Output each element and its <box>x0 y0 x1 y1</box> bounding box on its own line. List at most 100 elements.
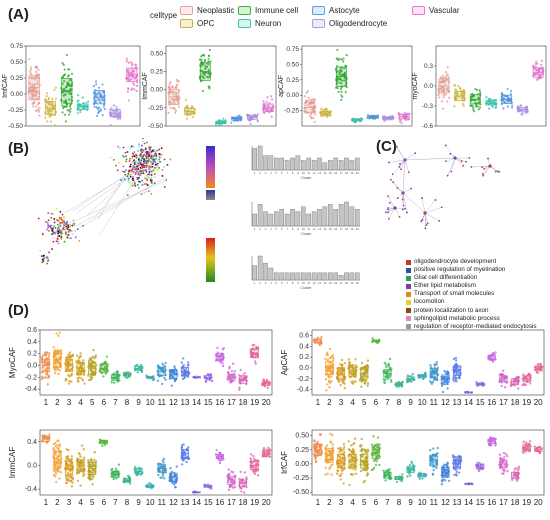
data-point <box>208 75 211 78</box>
data-point <box>492 102 495 105</box>
data-point <box>173 107 176 110</box>
data-point <box>77 451 81 455</box>
data-point <box>339 478 342 481</box>
cell-point <box>58 228 61 231</box>
data-point <box>133 468 137 471</box>
data-point <box>168 375 172 378</box>
category-OPC <box>44 86 58 127</box>
data-point <box>82 102 85 105</box>
data-point <box>518 110 521 113</box>
data-point <box>256 346 260 349</box>
data-point <box>337 374 340 377</box>
cell-point <box>130 145 133 148</box>
data-point <box>152 376 155 379</box>
data-point <box>472 106 475 109</box>
cell-point <box>56 229 59 232</box>
data-point <box>432 447 435 450</box>
data-point <box>161 362 164 366</box>
legend-item-neuron: Neuron <box>238 19 281 28</box>
data-point <box>418 477 421 481</box>
data-point <box>61 104 64 107</box>
data-point <box>63 87 66 91</box>
data-point <box>373 458 377 462</box>
cell-point <box>139 172 142 175</box>
data-point <box>476 93 479 96</box>
data-point <box>335 377 339 380</box>
data-point <box>443 382 447 386</box>
legend-item-neoplastic: Neoplastic <box>180 6 234 15</box>
data-point <box>41 434 44 437</box>
data-point <box>353 453 357 457</box>
data-point <box>167 92 170 95</box>
data-point <box>94 460 98 463</box>
data-point <box>304 99 308 102</box>
data-point <box>127 79 130 82</box>
bar-cluster-1 <box>252 213 258 227</box>
data-point <box>68 98 71 101</box>
data-point <box>511 383 514 386</box>
panel-label-b: (B) <box>8 140 29 157</box>
category-1: 1 <box>312 336 323 407</box>
data-point <box>35 76 38 79</box>
category-10: 10 <box>417 471 428 507</box>
data-point <box>95 83 98 86</box>
category-12: 12 <box>168 465 178 507</box>
data-point <box>337 77 340 80</box>
data-point <box>44 111 47 115</box>
data-point <box>52 365 55 368</box>
data-point <box>329 440 332 443</box>
data-point <box>133 77 137 80</box>
data-point <box>169 474 173 477</box>
data-point <box>360 437 363 441</box>
data-point <box>245 379 249 383</box>
data-point <box>45 92 49 95</box>
category-13: 13 <box>180 443 191 507</box>
data-point <box>135 73 139 77</box>
x-tick-label: 2 <box>259 171 261 175</box>
x-tick-label: 9 <box>408 498 413 507</box>
data-point <box>421 477 424 480</box>
go-term-4: Ether lipid metabolism <box>406 282 550 290</box>
gene-node <box>398 215 401 218</box>
data-point <box>398 475 402 479</box>
data-point <box>219 361 222 364</box>
cell-point <box>149 146 152 149</box>
gene-node <box>425 224 428 226</box>
data-point <box>345 85 348 89</box>
data-point <box>429 364 432 367</box>
data-point <box>341 369 345 372</box>
data-point <box>526 109 529 113</box>
data-point <box>325 107 328 110</box>
data-point <box>422 475 426 478</box>
data-point <box>104 372 108 375</box>
data-point <box>374 463 378 467</box>
data-point <box>180 366 184 370</box>
data-point <box>133 83 136 87</box>
data-point <box>335 472 339 475</box>
cell-point <box>78 240 81 242</box>
data-point <box>29 89 32 93</box>
x-tick-label: 5 <box>362 498 367 507</box>
cell-point <box>145 156 148 158</box>
data-point <box>81 378 85 382</box>
data-point <box>335 75 339 78</box>
cell-point <box>148 177 150 180</box>
data-point <box>485 96 488 99</box>
data-point <box>262 378 265 381</box>
data-point <box>68 113 71 116</box>
cell-point <box>143 153 146 156</box>
data-point <box>66 90 69 93</box>
gene-node <box>387 195 390 198</box>
data-point <box>80 444 84 447</box>
data-point <box>27 91 30 94</box>
data-point <box>339 474 342 478</box>
cell-point <box>63 217 66 220</box>
data-point <box>366 382 370 385</box>
data-point <box>330 366 334 370</box>
bar-cluster-2 <box>257 255 263 281</box>
data-point <box>340 378 343 382</box>
data-point <box>349 366 352 369</box>
bar-cluster-15 <box>328 272 333 281</box>
panel-label-c: (C) <box>376 138 397 155</box>
data-point <box>216 351 220 354</box>
